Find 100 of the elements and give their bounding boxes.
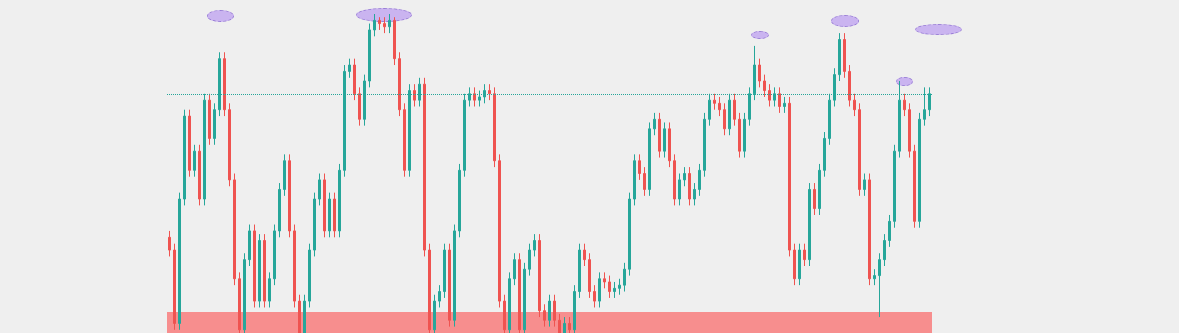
candlestick — [808, 182, 811, 267]
candlestick — [758, 58, 761, 88]
candlestick — [818, 163, 821, 216]
candlestick — [228, 102, 231, 187]
candlestick — [618, 278, 621, 296]
candlestick — [893, 144, 896, 229]
candlestick — [293, 224, 296, 308]
candlestick — [473, 86, 476, 108]
candlestick — [353, 58, 356, 101]
candlestick — [458, 163, 461, 238]
candlestick — [608, 275, 611, 299]
candlestick — [263, 233, 266, 308]
candlestick — [778, 86, 781, 114]
candlestick — [298, 294, 301, 333]
candlestick — [398, 51, 401, 117]
candlestick — [238, 271, 241, 333]
candlestick — [568, 316, 571, 333]
candlestick — [548, 294, 551, 328]
candlestick — [603, 271, 606, 289]
candlestick — [768, 83, 771, 108]
candlestick — [543, 303, 546, 328]
candlestick — [288, 153, 291, 238]
candlestick — [273, 224, 276, 286]
candlestick — [583, 243, 586, 267]
candlestick — [558, 313, 561, 333]
candlestick — [663, 121, 666, 159]
candlestick — [853, 93, 856, 117]
candlestick — [248, 224, 251, 267]
candlestick — [328, 192, 331, 238]
candlestick — [873, 268, 876, 286]
candlestick — [823, 131, 826, 178]
candlestick — [643, 166, 646, 197]
candlestick — [498, 153, 501, 308]
candlestick — [503, 294, 506, 333]
candlestick — [303, 294, 306, 333]
candlestick — [713, 93, 716, 111]
candlestick — [733, 93, 736, 127]
candlestick — [688, 166, 691, 206]
candlestick — [383, 16, 386, 34]
candlestick — [443, 243, 446, 299]
candlestick — [523, 262, 526, 333]
candlestick — [578, 243, 581, 299]
candlestick — [913, 144, 916, 229]
candlestick — [448, 243, 451, 328]
candlestick — [253, 224, 256, 308]
candlestick — [373, 13, 376, 37]
candlestick — [368, 23, 371, 88]
candlestick — [318, 173, 321, 206]
candlestick — [888, 214, 891, 248]
candlestick — [858, 102, 861, 197]
candlestick — [628, 192, 631, 277]
candlestick — [718, 96, 721, 117]
candlestick — [613, 281, 616, 299]
candlestick — [173, 243, 176, 331]
candlestick — [188, 109, 191, 178]
candlestick — [693, 182, 696, 206]
candlestick — [198, 144, 201, 206]
candlestick — [533, 233, 536, 257]
candlestick — [283, 153, 286, 197]
candlestick — [213, 102, 216, 146]
candlestick — [598, 271, 601, 308]
candlestick — [903, 93, 906, 117]
candlestick — [648, 121, 651, 197]
candlestick — [788, 96, 791, 257]
candlestick — [378, 16, 381, 31]
candlestick — [793, 243, 796, 286]
candlestick — [413, 83, 416, 108]
candlestick — [553, 294, 556, 328]
candlestick — [883, 233, 886, 267]
candlestick — [208, 93, 211, 146]
candlestick — [563, 316, 566, 333]
candlestick — [673, 153, 676, 206]
candlestick — [268, 271, 271, 308]
candlestick — [698, 163, 701, 197]
candlestick — [278, 182, 281, 238]
candlestick — [668, 121, 671, 168]
candlestick — [918, 112, 921, 229]
candlestick — [868, 173, 871, 286]
candlestick — [678, 173, 681, 206]
candlestick — [653, 112, 656, 136]
candlestick — [193, 144, 196, 178]
candlestick — [513, 252, 516, 286]
candlestick — [843, 32, 846, 79]
candlestick — [438, 284, 441, 308]
candlestick — [588, 252, 591, 299]
candlestick — [908, 102, 911, 159]
candlestick — [573, 284, 576, 333]
candlestick — [403, 102, 406, 178]
candlestick — [433, 294, 436, 333]
candlestick — [388, 13, 391, 34]
candlestick — [838, 32, 841, 82]
candlestick — [763, 74, 766, 98]
candlestick — [803, 243, 806, 267]
candlestick — [538, 233, 541, 318]
candlestick — [528, 243, 531, 277]
candlestick — [308, 243, 311, 308]
candlestick — [183, 109, 186, 206]
candlestick — [798, 243, 801, 286]
candlestick — [493, 86, 496, 168]
candlestick — [593, 284, 596, 308]
